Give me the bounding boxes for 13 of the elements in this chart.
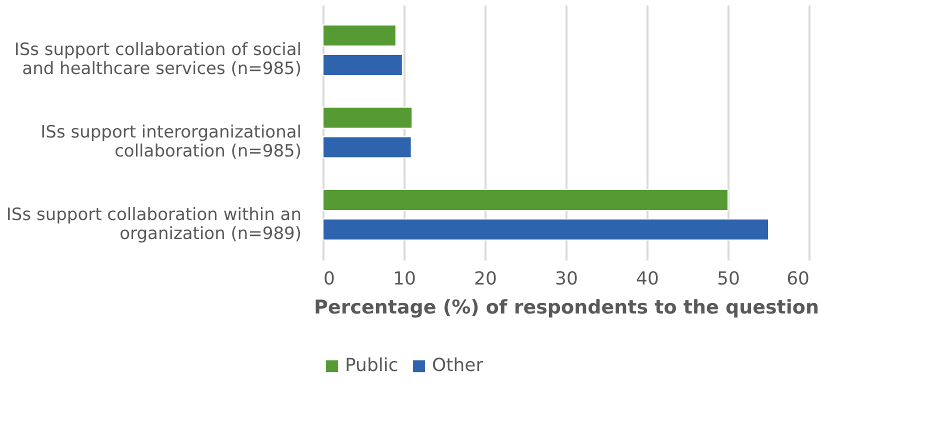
x-tick-label: 20: [474, 268, 497, 290]
y-tick-label: ISs support interorganizational collaboration (n=985): [40, 122, 302, 162]
x-tick-label: 60: [786, 268, 810, 290]
x-axis-title: Percentage (%) of respondents to the question: [314, 296, 819, 318]
y-tick-label: ISs support collaboration within an organization (n=989): [6, 204, 302, 244]
x-tick-label: 50: [717, 268, 740, 290]
x-tick-label: 0: [324, 268, 335, 290]
x-tick-label: 40: [636, 268, 659, 290]
x-tick-label: 10: [393, 268, 416, 290]
legend-label: Other: [432, 355, 484, 376]
x-tick-label: 30: [555, 268, 578, 290]
y-tick-label: ISs support collaboration of social and healthcare services (n=985): [14, 40, 302, 80]
legend-label: Public: [345, 355, 398, 376]
